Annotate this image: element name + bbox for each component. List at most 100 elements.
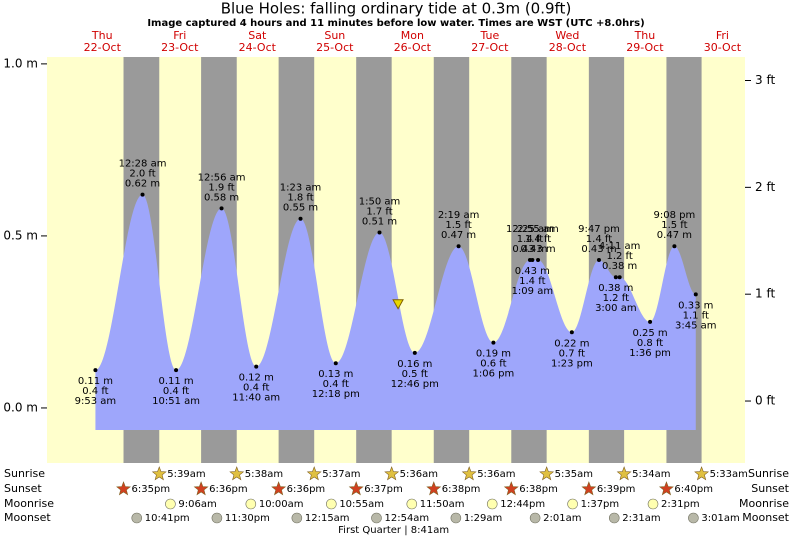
tide-height-m: 0.43 m <box>512 244 547 255</box>
sunrise-icon <box>306 466 322 481</box>
moonset-time: 12:54am <box>384 513 429 524</box>
moonset-time: 11:30pm <box>225 513 270 524</box>
moonset-icon <box>688 512 699 524</box>
day-name: Fri <box>716 29 729 42</box>
sunrise-icon <box>229 466 245 481</box>
tide-height-m: 0.51 m <box>362 216 397 227</box>
moonrise-icon <box>647 498 659 510</box>
sunset-time: 6:36pm <box>287 484 326 495</box>
sunset-icon <box>658 481 674 496</box>
moonrise-icon <box>406 498 418 510</box>
moonset-icon <box>608 512 620 524</box>
current-level-marker <box>392 299 404 310</box>
tide-time: 9:08 pm <box>654 210 696 221</box>
tide-point <box>617 275 622 280</box>
tide-height-m: 0.55 m <box>283 203 318 214</box>
tide-point <box>530 258 535 262</box>
tide-point <box>536 258 541 262</box>
tide-height-ft: 0.4 ft <box>243 383 269 394</box>
sunset-icon <box>348 481 364 496</box>
tide-height-m: 0.43 m <box>515 266 550 277</box>
tide-point <box>456 244 461 249</box>
tide-height-ft: 1.4 ft <box>517 234 543 245</box>
tide-height-m: 0.33 m <box>678 300 713 311</box>
y-tick-label: 0.0 m <box>3 400 38 414</box>
sunrise-row-label: Sunrise <box>748 467 789 480</box>
sunset-icon <box>116 481 131 496</box>
tide-height-ft: 0.5 ft <box>402 369 428 380</box>
tide-point <box>219 206 224 211</box>
tide-time: 1:06 pm <box>473 369 515 380</box>
moonrise-icon <box>245 498 257 510</box>
tide-height-ft: 1.5 ft <box>445 220 471 231</box>
moonset-time: 2:01am <box>543 513 581 524</box>
tide-height-m: 0.58 m <box>204 192 239 203</box>
tide-height-m: 0.43 m <box>581 244 616 255</box>
tide-height-ft: 0.7 ft <box>559 348 585 359</box>
day-name: Sat <box>248 29 267 42</box>
sunset-icon <box>193 481 209 496</box>
day-date: 27-Oct <box>471 41 509 54</box>
tide-point <box>648 319 653 324</box>
tide-time: 2:55 am <box>517 224 559 235</box>
moonset-icon <box>371 512 382 524</box>
tide-height-m: 0.38 m <box>602 261 637 272</box>
moonrise-icon <box>165 498 176 510</box>
tide-point <box>613 275 618 280</box>
moonrise-row-label: Moonrise <box>4 497 54 510</box>
sunset-time: 6:40pm <box>674 484 713 495</box>
tide-time: 1:09 am <box>512 286 554 297</box>
sunrise-time: 5:34am <box>632 469 670 480</box>
moonset-time: 10:41pm <box>145 513 190 524</box>
tide-time: 1:50 am <box>359 196 401 207</box>
sunrise-time: 5:37am <box>322 469 360 480</box>
tide-time: 12:46 pm <box>391 379 439 390</box>
moonrise-row-label: Moonrise <box>739 497 789 510</box>
tide-time: 2:19 am <box>438 210 480 221</box>
sunrise-time: 5:35am <box>555 469 593 480</box>
sunrise-icon <box>461 466 477 481</box>
sunset-icon <box>426 481 442 496</box>
tide-height-ft: 1.4 ft <box>525 234 551 245</box>
tide-point <box>333 361 338 366</box>
tide-height-m: 0.13 m <box>318 369 353 380</box>
tide-height-ft: 1.4 ft <box>519 276 545 287</box>
moonset-row-label: Moonset <box>4 511 51 524</box>
tide-time: 12:28 am <box>119 159 167 170</box>
day-date: 29-Oct <box>626 41 664 54</box>
tide-time: 1:36 pm <box>629 348 671 359</box>
day-name: Mon <box>401 29 424 42</box>
moonrise-time: 2:31pm <box>661 499 700 510</box>
tide-time: 9:47 pm <box>578 224 620 235</box>
tide-height-ft: 2.0 ft <box>129 169 155 180</box>
day-name: Thu <box>91 29 113 42</box>
moonset-time: 1:29am <box>464 513 502 524</box>
tide-height-m: 0.43 m <box>520 244 555 255</box>
tide-height-m: 0.11 m <box>78 376 113 387</box>
tide-time: 12:25 am <box>506 224 554 235</box>
tide-height-ft: 1.5 ft <box>661 220 687 231</box>
day-name: Fri <box>173 29 186 42</box>
moon-phase: First Quarter | 8:41am <box>338 525 449 536</box>
y2-tick-label: 3 ft <box>755 73 775 87</box>
tide-height-ft: 0.8 ft <box>637 338 663 349</box>
day-name: Thu <box>634 29 656 42</box>
tide-time: 1:23 pm <box>551 358 593 369</box>
moonset-time: 3:01am <box>701 513 739 524</box>
tide-height-ft: 1.9 ft <box>208 182 234 193</box>
tide-point <box>298 216 303 221</box>
tide-time: 9:53 am <box>75 396 117 407</box>
tide-area <box>95 194 696 430</box>
day-date: 28-Oct <box>549 41 587 54</box>
sunset-icon <box>271 481 287 496</box>
day-name: Tue <box>479 29 499 42</box>
sunrise-icon <box>616 466 632 481</box>
moonrise-icon <box>326 498 337 510</box>
sunrise-time: 5:36am <box>400 469 438 480</box>
tide-height-m: 0.38 m <box>598 283 633 294</box>
y-tick-label: 1.0 m <box>3 56 38 70</box>
tide-height-ft: 0.4 ft <box>323 379 349 390</box>
moonset-icon <box>291 512 303 524</box>
tide-height-m: 0.16 m <box>397 359 432 370</box>
day-date: 23-Oct <box>161 41 199 54</box>
